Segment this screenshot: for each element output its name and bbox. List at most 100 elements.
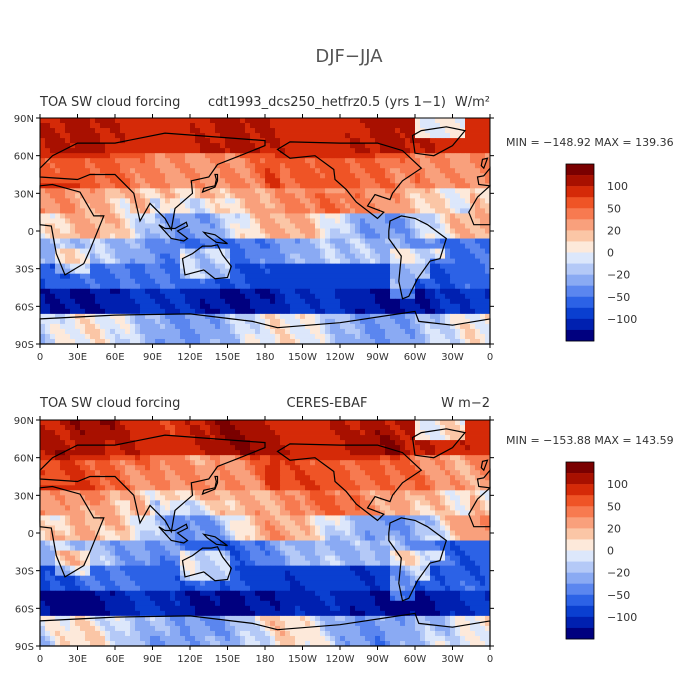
heatmap-cell	[425, 128, 431, 134]
heatmap-cell	[440, 118, 446, 124]
heatmap-cell	[450, 450, 456, 456]
heatmap-cell	[140, 223, 146, 229]
heatmap-cell	[65, 248, 71, 254]
heatmap-cell	[335, 273, 341, 280]
heatmap-cell	[75, 430, 81, 436]
heatmap-cell	[120, 243, 126, 249]
heatmap-cell	[145, 293, 151, 300]
heatmap-cell	[460, 328, 466, 335]
heatmap-cell	[70, 128, 76, 134]
heatmap-cell	[115, 318, 121, 325]
heatmap-cell	[460, 323, 466, 330]
heatmap-cell	[110, 218, 116, 224]
heatmap-cell	[460, 333, 466, 340]
heatmap-cell	[320, 445, 326, 451]
heatmap-cell	[100, 308, 106, 315]
heatmap-cell	[105, 435, 111, 441]
heatmap-cell	[165, 328, 171, 335]
heatmap-cell	[350, 435, 356, 441]
heatmap-cell	[405, 313, 411, 320]
heatmap-cell	[90, 233, 96, 239]
heatmap-cell	[380, 318, 386, 325]
heatmap-cell	[405, 253, 411, 260]
heatmap-cell	[465, 278, 471, 285]
heatmap-cell	[195, 425, 201, 431]
heatmap-cell	[460, 213, 466, 219]
heatmap-cell	[320, 188, 326, 194]
heatmap-cell	[90, 128, 96, 134]
heatmap-cell	[115, 223, 121, 229]
heatmap-cell	[250, 123, 256, 129]
heatmap-cell	[440, 425, 446, 431]
heatmap-cell	[190, 238, 196, 244]
heatmap-cell	[300, 213, 306, 219]
heatmap-cell	[405, 288, 411, 295]
heatmap-cell	[40, 460, 46, 466]
heatmap-cell	[55, 425, 61, 431]
heatmap-cell	[90, 303, 96, 310]
heatmap-cell	[440, 138, 446, 144]
heatmap-cell	[260, 188, 266, 194]
heatmap-cell	[85, 435, 91, 441]
heatmap-cell	[255, 158, 261, 164]
heatmap-cell	[195, 218, 201, 224]
heatmap-cell	[485, 123, 491, 129]
heatmap-cell	[240, 313, 246, 320]
heatmap-cell	[405, 243, 411, 249]
heatmap-cell	[265, 193, 271, 199]
heatmap-cell	[270, 118, 276, 124]
heatmap-cell	[370, 430, 376, 436]
heatmap-cell	[145, 313, 151, 320]
heatmap-cell	[385, 440, 391, 446]
heatmap-cell	[205, 308, 211, 315]
heatmap-cell	[395, 228, 401, 234]
heatmap-cell	[135, 193, 141, 199]
heatmap-cell	[350, 313, 356, 320]
heatmap-cell	[255, 168, 261, 174]
heatmap-cell	[385, 173, 391, 179]
heatmap-cell	[440, 243, 446, 249]
heatmap-cell	[75, 338, 81, 345]
heatmap-cell	[195, 313, 201, 320]
heatmap-cell	[120, 213, 126, 219]
heatmap-cell	[245, 148, 251, 154]
heatmap-cell	[230, 243, 236, 249]
heatmap-cell	[180, 338, 186, 345]
heatmap-cell	[275, 338, 281, 345]
heatmap-cell	[305, 183, 311, 189]
heatmap-cell	[390, 248, 396, 254]
heatmap-cell	[155, 445, 161, 451]
heatmap-cell	[395, 338, 401, 345]
heatmap-cell	[270, 253, 276, 260]
heatmap-cell	[210, 213, 216, 219]
heatmap-cell	[420, 308, 426, 315]
heatmap-cell	[410, 198, 416, 204]
heatmap-cell	[170, 338, 176, 345]
heatmap-cell	[410, 243, 416, 249]
heatmap-cell	[265, 450, 271, 456]
heatmap-cell	[450, 118, 456, 124]
heatmap-cell	[285, 258, 291, 265]
heatmap-cell	[255, 278, 261, 285]
heatmap-cell	[450, 313, 456, 320]
heatmap-cell	[325, 123, 331, 129]
heatmap-cell	[185, 248, 191, 254]
heatmap-cell	[175, 273, 181, 280]
heatmap-cell	[210, 138, 216, 144]
heatmap-cell	[245, 138, 251, 144]
heatmap-cell	[400, 455, 406, 461]
heatmap-cell	[475, 303, 481, 310]
heatmap-cell	[275, 233, 281, 239]
heatmap-cell	[460, 153, 466, 159]
heatmap-cell	[175, 248, 181, 254]
heatmap-cell	[425, 445, 431, 451]
heatmap-cell	[150, 208, 156, 214]
colorbar-swatch	[566, 263, 594, 275]
heatmap-cell	[450, 258, 456, 265]
heatmap-cell	[215, 430, 221, 436]
heatmap-cell	[65, 263, 71, 270]
heatmap-cell	[60, 273, 66, 280]
heatmap-cell	[430, 163, 436, 169]
heatmap-cell	[50, 208, 56, 214]
heatmap-cell	[400, 168, 406, 174]
